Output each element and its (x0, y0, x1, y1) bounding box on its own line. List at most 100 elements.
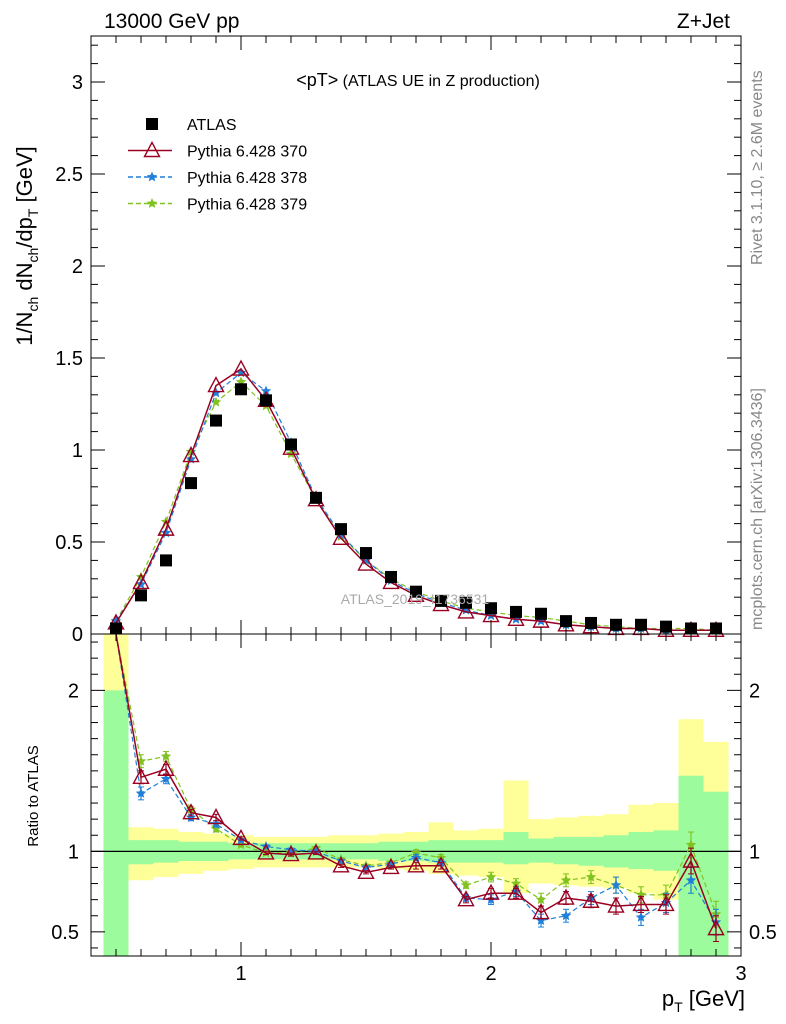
main-point-1-1 (132, 572, 150, 590)
ratio-data-layer (115, 633, 725, 943)
legend-marker-0 (146, 118, 158, 130)
chart-title: <pT> (ATLAS UE in Z production) (296, 70, 540, 90)
main-point-2-6 (260, 385, 272, 396)
x-axis-label: pT [GeV] (662, 986, 745, 1015)
legend-label-1: Pythia 6.428 370 (187, 144, 307, 161)
ratio-point-0-18 (557, 888, 575, 905)
ratio-point-2-2 (160, 750, 172, 761)
ratio-point-0-17 (532, 903, 550, 920)
legend-entry-2: Pythia 6.428 378 (128, 170, 307, 187)
ratio-point-0-9 (332, 856, 350, 873)
legend-entry-0: ATLAS (146, 117, 237, 134)
ratio-point-2-23 (685, 839, 697, 850)
ratio-point-0-11 (382, 857, 400, 875)
main-point-0-2 (160, 554, 172, 567)
main-point-0-16 (510, 605, 522, 618)
analysis-watermark: ATLAS_2019_I1736531 (341, 591, 490, 607)
ratio-point-0-21 (632, 894, 650, 912)
x-tick-label: 1 (235, 963, 246, 985)
ratio-point-2-18 (560, 874, 572, 885)
main-point-0-15 (485, 602, 497, 615)
ratio-point-0-5 (232, 828, 250, 846)
ratio-point-0-6 (257, 843, 275, 860)
ratio-point-2-4 (210, 823, 222, 834)
main-point-0-8 (310, 491, 322, 504)
main-point-0-17 (535, 607, 547, 620)
main-ytick-label: 1 (72, 440, 83, 462)
legend-marker-1 (143, 141, 161, 158)
main-point-0-20 (610, 618, 622, 631)
ratio-point-0-23 (682, 851, 700, 868)
main-point-0-4 (210, 414, 222, 427)
main-point-0-13 (435, 594, 447, 607)
chart-title-sub: (ATLAS UE in Z production) (338, 73, 540, 90)
ratio-point-0-12 (407, 856, 425, 873)
ratio-point-1-13 (435, 857, 447, 868)
legend: ATLAS Pythia 6.428 370 Pythia 6.428 378 Pyt… (128, 117, 307, 214)
ratio-point-1-23 (685, 874, 697, 885)
main-point-0-9 (335, 523, 347, 536)
ratio-point-0-7 (282, 845, 300, 862)
main-point-1-4 (207, 376, 225, 393)
ratio-point-0-22 (657, 894, 675, 912)
ratio-series-0 (115, 633, 725, 943)
ratio-point-1-3 (185, 812, 197, 822)
main-point-0-21 (635, 618, 647, 631)
ratio-point-0-10 (357, 862, 375, 879)
main-point-1-3 (182, 446, 200, 463)
main-point-1-9 (332, 528, 350, 546)
rivet-label: Rivet 3.1.10, ≥ 2.6M events (749, 70, 766, 265)
ratio-point-1-17 (535, 915, 547, 925)
ratio-band-outer (103, 634, 729, 956)
main-ytick-label: 1.5 (55, 348, 83, 370)
main-point-1-10 (357, 554, 375, 571)
main-point-0-3 (185, 477, 197, 490)
ratio-ytick-label-left: 0.5 (51, 922, 79, 944)
x-tick-label: 3 (735, 963, 746, 985)
ratio-point-2-3 (185, 804, 197, 814)
main-ytick-label: 0 (72, 624, 83, 646)
ratio-point-1-18 (560, 910, 572, 921)
main-panel: ATLAS_2019_I1736531 0 0.5 1 1.5 2 2.5 3 <pT> (… (12, 35, 742, 646)
ratio-point-0-14 (457, 890, 475, 907)
main-point-0-7 (285, 438, 297, 451)
ratio-ytick-label-right: 0.5 (749, 922, 777, 944)
legend-entry-1: Pythia 6.428 370 (128, 141, 307, 161)
main-point-0-12 (410, 585, 422, 598)
main-point-0-11 (385, 570, 397, 583)
x-tick-label: 2 (485, 963, 496, 985)
ratio-point-0-4 (207, 808, 225, 825)
ratio-ytick-label-right: 2 (749, 680, 760, 702)
main-point-0-19 (585, 616, 597, 629)
ratio-point-0-16 (507, 883, 525, 900)
ratio-point-2-17 (535, 894, 547, 905)
legend-label-3: Pythia 6.428 379 (187, 197, 307, 214)
main-point-0-18 (560, 615, 572, 628)
main-ytick-label: 0.5 (55, 532, 83, 554)
ratio-uncertainty-bands (91, 634, 741, 956)
ratio-point-0-19 (582, 891, 600, 908)
main-point-0-10 (360, 547, 372, 560)
ratio-ytick-label-left: 2 (68, 680, 79, 702)
ratio-point-1-2 (160, 773, 172, 784)
ratio-point-2-14 (460, 879, 472, 890)
ratio-point-2-15 (485, 871, 497, 882)
main-point-3-7 (285, 448, 297, 459)
main-point-3-4 (210, 396, 222, 407)
legend-label-2: Pythia 6.428 378 (187, 170, 307, 187)
legend-label-0: ATLAS (187, 117, 237, 134)
legend-marker-3 (146, 198, 158, 208)
mcplots-label: mcplots.cern.ch [arXiv:1306.3436] (749, 388, 766, 630)
main-point-0-6 (260, 394, 272, 407)
ratio-point-0-20 (607, 896, 625, 913)
svg-text:<pT> (ATLAS UE in Z production: <pT> (ATLAS UE in Z production) (296, 70, 540, 90)
ratio-point-2-19 (585, 871, 597, 882)
main-point-0-1 (135, 589, 147, 602)
main-series-0 (110, 383, 722, 635)
main-ytick-label: 3 (72, 72, 83, 94)
main-ytick-label: 2.5 (55, 164, 83, 186)
ratio-point-0-2 (157, 759, 175, 776)
main-point-1-16 (507, 609, 525, 626)
ratio-panel: 0.5 0.5 1 1 2 2 1 2 3 Ratio to ATLAS (25, 633, 777, 985)
